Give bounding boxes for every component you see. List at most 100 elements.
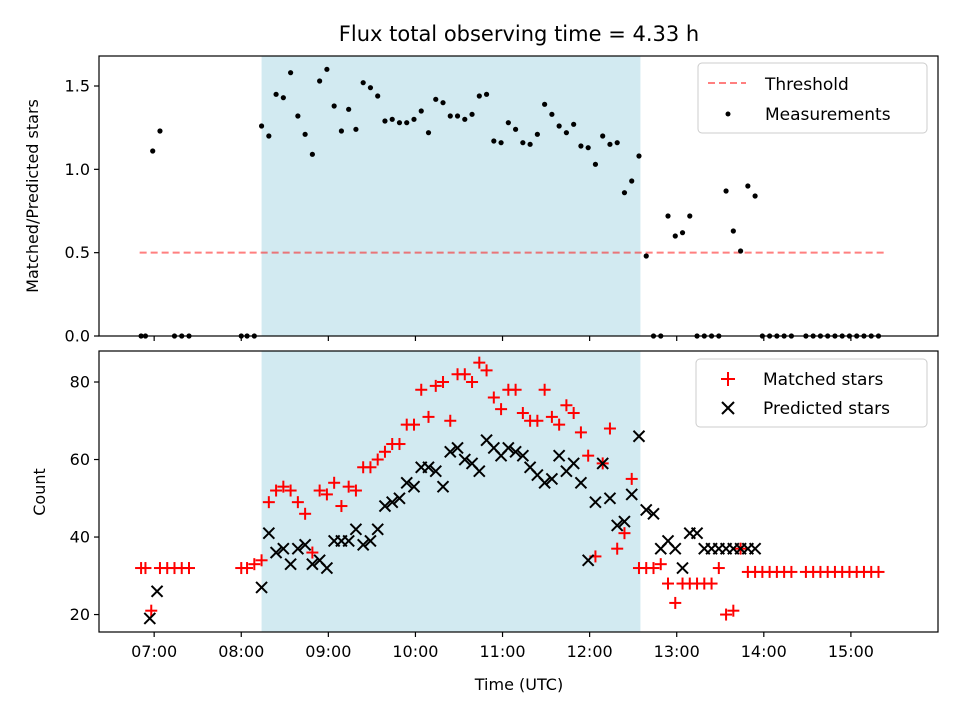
matched-point bbox=[727, 604, 740, 617]
matched-point bbox=[284, 484, 297, 497]
measurement-point bbox=[454, 113, 461, 119]
x-tick-label: 15:00 bbox=[828, 642, 874, 661]
x-tick-label: 12:00 bbox=[567, 642, 613, 661]
predicted-point bbox=[574, 476, 588, 489]
bottom-plot-marks bbox=[135, 356, 885, 625]
measurement-point bbox=[737, 248, 744, 254]
matched-point bbox=[582, 449, 595, 462]
measurement-point bbox=[288, 70, 294, 76]
matched-point bbox=[378, 445, 391, 458]
measurement-point bbox=[302, 131, 308, 137]
predicted-point bbox=[647, 507, 660, 520]
predicted-point bbox=[567, 457, 580, 470]
measurement-point bbox=[679, 230, 686, 236]
measurement-point bbox=[324, 66, 330, 72]
matched-point bbox=[567, 407, 580, 420]
predicted-point bbox=[632, 430, 646, 443]
x-tick-label: 07:00 bbox=[131, 642, 177, 661]
predicted-point bbox=[393, 492, 406, 505]
predicted-point bbox=[458, 453, 471, 466]
matched-point bbox=[145, 604, 158, 617]
predicted-point bbox=[349, 523, 363, 536]
matched-point bbox=[371, 453, 384, 466]
matched-point bbox=[415, 383, 428, 396]
measurement-point bbox=[404, 120, 410, 126]
bottom-subplot: 20 40 60 80 07:00 08:00 09:00 10:00 11:00 12:00 1… bbox=[30, 350, 939, 694]
measurement-point bbox=[476, 93, 482, 99]
predicted-point bbox=[269, 546, 283, 559]
top-axes-frame bbox=[98, 55, 939, 337]
matched-point bbox=[262, 496, 275, 509]
measurement-point bbox=[440, 100, 446, 106]
measurement-point bbox=[150, 148, 156, 154]
x-axis-label: Time (UTC) bbox=[474, 675, 563, 694]
matched-point bbox=[270, 484, 283, 497]
measurement-point bbox=[157, 128, 163, 134]
predicted-point bbox=[342, 534, 355, 548]
x-tick-label: 10:00 bbox=[392, 642, 438, 661]
predicted-point bbox=[356, 538, 370, 552]
measurement-point bbox=[375, 93, 381, 99]
legend-measurements-marker bbox=[725, 111, 731, 117]
matched-point bbox=[647, 562, 660, 575]
matched-point bbox=[495, 403, 508, 416]
measurement-point bbox=[556, 123, 562, 129]
measurement-point bbox=[396, 120, 403, 126]
observing-span-top bbox=[261, 56, 641, 336]
measurement-point bbox=[382, 118, 388, 124]
predicted-point bbox=[150, 585, 164, 598]
bottom-axes-frame bbox=[98, 350, 939, 633]
measurement-point bbox=[295, 113, 301, 119]
measurement-point bbox=[636, 153, 642, 159]
predicted-point bbox=[676, 561, 689, 575]
bottom-legend: Matched stars Predicted stars bbox=[695, 358, 928, 428]
y-tick-label: 1.5 bbox=[65, 77, 90, 96]
measurement-point bbox=[425, 130, 432, 136]
matched-point bbox=[669, 596, 682, 609]
predicted-point bbox=[473, 464, 486, 478]
bottom-y-ticks: 20 40 60 80 bbox=[70, 373, 99, 624]
predicted-point bbox=[298, 538, 312, 552]
measurement-point bbox=[629, 178, 635, 184]
legend-threshold-label: Threshold bbox=[764, 75, 849, 95]
measurement-point bbox=[447, 113, 453, 119]
measurement-point bbox=[491, 138, 497, 144]
bottom-legend-box bbox=[695, 358, 928, 428]
predicted-point bbox=[371, 523, 384, 536]
legend-predicted-label: Predicted stars bbox=[763, 399, 890, 419]
matched-point bbox=[705, 577, 718, 590]
matched-point bbox=[654, 558, 667, 571]
measurement-point bbox=[367, 85, 374, 91]
predicted-point bbox=[284, 557, 297, 571]
measurement-point bbox=[273, 91, 279, 97]
predicted-point bbox=[451, 441, 464, 455]
x-tick-label: 09:00 bbox=[305, 642, 351, 661]
matched-point bbox=[349, 484, 362, 497]
matched-point bbox=[437, 376, 450, 389]
matched-point bbox=[328, 476, 341, 489]
measurement-point bbox=[745, 183, 751, 189]
matched-point bbox=[241, 562, 254, 575]
measurement-point bbox=[266, 133, 272, 139]
measurement-point bbox=[621, 190, 628, 196]
measurement-point bbox=[549, 111, 555, 117]
measurement-point bbox=[483, 91, 490, 97]
matched-point bbox=[473, 356, 486, 369]
y-tick-label: 0.5 bbox=[65, 243, 90, 262]
predicted-point bbox=[581, 554, 595, 567]
measurement-point bbox=[614, 140, 620, 146]
bottom-y-axis-label: Count bbox=[30, 468, 49, 516]
measurement-point bbox=[672, 233, 678, 239]
matched-point bbox=[277, 480, 290, 493]
top-y-ticks: 0.0 0.5 1.0 1.5 bbox=[65, 77, 99, 346]
measurement-point bbox=[346, 106, 352, 112]
measurement-point bbox=[469, 111, 475, 117]
measurement-point bbox=[520, 140, 526, 146]
matched-point bbox=[872, 565, 885, 578]
measurement-point bbox=[258, 123, 265, 129]
measurement-point bbox=[665, 213, 671, 219]
measurement-point bbox=[585, 145, 591, 151]
measurement-point bbox=[433, 96, 439, 102]
matched-point bbox=[785, 565, 798, 578]
measurement-point bbox=[752, 193, 758, 199]
